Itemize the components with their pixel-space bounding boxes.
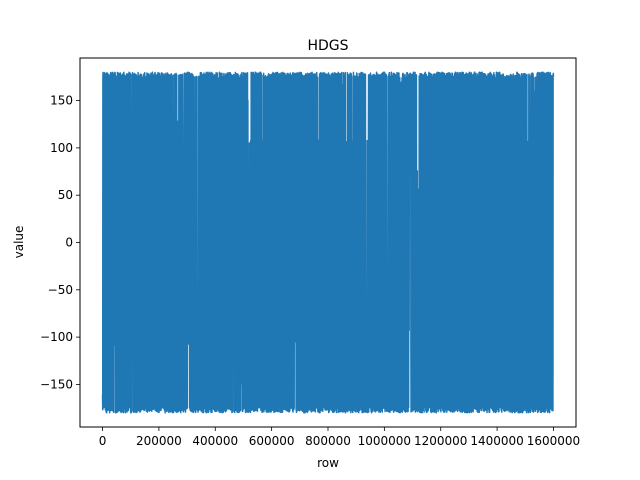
y-tick-label: −150	[40, 377, 73, 391]
y-tick-label: 50	[58, 188, 73, 202]
y-axis: −150 −100 −50 0 50 100 150	[40, 94, 80, 391]
x-tick-label: 400000	[192, 434, 238, 448]
chart-title: HDGS	[307, 38, 348, 54]
x-tick-label: 1400000	[470, 434, 523, 448]
y-tick-label: −100	[40, 330, 73, 344]
series-line	[101, 71, 555, 414]
y-axis-label: value	[12, 226, 26, 259]
x-tick-label: 1200000	[414, 434, 467, 448]
y-tick-label: 100	[50, 141, 73, 155]
x-tick-label: 0	[99, 434, 107, 448]
x-axis-label: row	[317, 456, 339, 470]
y-tick-label: 0	[65, 236, 73, 250]
x-tick-label: 1600000	[527, 434, 580, 448]
plot-area	[101, 71, 555, 414]
y-tick-label: −50	[48, 283, 73, 297]
x-axis: 0 200000 400000 600000 800000 1000000 1200000 1…	[99, 427, 580, 448]
x-tick-label: 800000	[305, 434, 351, 448]
x-tick-label: 600000	[249, 434, 295, 448]
x-tick-label: 1000000	[358, 434, 411, 448]
x-tick-label: 200000	[136, 434, 182, 448]
y-tick-label: 150	[50, 94, 73, 108]
